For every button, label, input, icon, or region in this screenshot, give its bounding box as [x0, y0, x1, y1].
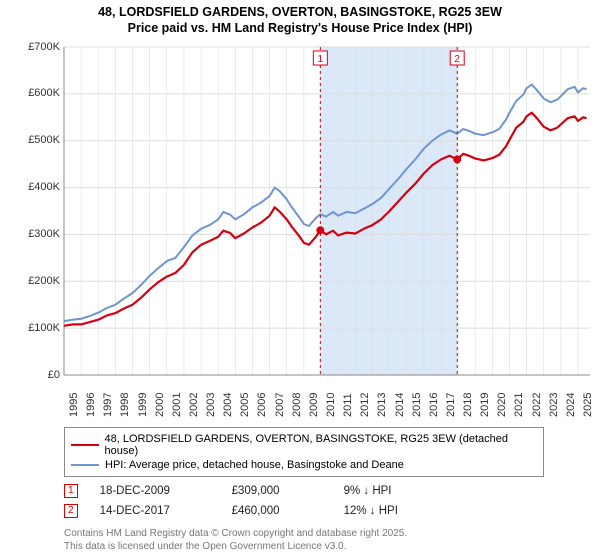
x-tick-label: 2002	[188, 392, 200, 416]
footnote: Contains HM Land Registry data © Crown c…	[64, 527, 594, 553]
legend-label: 48, LORDSFIELD GARDENS, OVERTON, BASINGS…	[105, 433, 537, 457]
y-tick-label: £600K	[28, 87, 60, 99]
x-tick-label: 2019	[479, 392, 491, 416]
x-tick-label: 1996	[85, 392, 97, 416]
y-tick-label: £500K	[28, 134, 60, 146]
y-tick-label: £200K	[28, 275, 60, 287]
x-tick-label: 2023	[548, 392, 560, 416]
footnote-line-2: This data is licensed under the Open Gov…	[64, 540, 594, 553]
legend-item: HPI: Average price, detached house, Basi…	[71, 458, 537, 472]
sale-hpi-delta: 9% ↓ HPI	[344, 485, 454, 497]
legend-swatch	[71, 444, 99, 446]
x-tick-label: 1995	[68, 392, 80, 416]
x-tick-label: 2017	[445, 392, 457, 416]
price-chart: 1 2 £0 £100K £200K £300K £400K £500K £600K £700K 1…	[6, 41, 594, 421]
x-tick-label: 2008	[291, 392, 303, 416]
sale-row: 2 14-DEC-2017 £460,000 12% ↓ HPI	[64, 501, 594, 521]
sale-hpi-delta: 12% ↓ HPI	[344, 505, 454, 517]
x-tick-label: 2009	[308, 392, 320, 416]
x-tick-label: 2005	[239, 392, 251, 416]
y-tick-label: £300K	[28, 228, 60, 240]
x-tick-label: 2022	[531, 392, 543, 416]
sale-price: £460,000	[232, 505, 322, 517]
x-tick-label: 2001	[171, 392, 183, 416]
x-tick-label: 2011	[342, 393, 354, 417]
x-tick-label: 1999	[137, 392, 149, 416]
x-tick-label: 2025	[582, 392, 594, 416]
legend-swatch	[71, 464, 99, 466]
sale-marker-badge: 1	[64, 484, 78, 498]
x-tick-label: 2018	[462, 392, 474, 416]
x-tick-label: 2000	[154, 392, 166, 416]
y-tick-label: £400K	[28, 181, 60, 193]
footnote-line-1: Contains HM Land Registry data © Crown c…	[64, 527, 594, 540]
x-tick-label: 2003	[205, 392, 217, 416]
x-tick-label: 2020	[496, 392, 508, 416]
svg-text:1: 1	[318, 54, 324, 65]
svg-text:2: 2	[454, 54, 460, 65]
sale-date: 18-DEC-2009	[100, 485, 210, 497]
sale-marker-badge: 2	[64, 504, 78, 518]
chart-title: 48, LORDSFIELD GARDENS, OVERTON, BASINGS…	[6, 4, 594, 37]
x-tick-label: 2016	[428, 392, 440, 416]
x-tick-label: 1997	[102, 392, 114, 416]
x-tick-label: 2004	[222, 392, 234, 416]
y-tick-label: £0	[48, 369, 60, 381]
sale-date: 14-DEC-2017	[100, 505, 210, 517]
title-line-1: 48, LORDSFIELD GARDENS, OVERTON, BASINGS…	[6, 4, 594, 20]
legend-box: 48, LORDSFIELD GARDENS, OVERTON, BASINGS…	[64, 427, 544, 477]
title-line-2: Price paid vs. HM Land Registry's House …	[6, 20, 594, 36]
x-tick-label: 2024	[565, 392, 577, 416]
x-tick-label: 2013	[376, 392, 388, 416]
x-tick-label: 2006	[256, 392, 268, 416]
y-tick-label: £700K	[28, 41, 60, 53]
y-tick-label: £100K	[28, 322, 60, 334]
x-tick-label: 2014	[394, 392, 406, 416]
x-tick-label: 2007	[274, 392, 286, 416]
legend-label: HPI: Average price, detached house, Basi…	[105, 459, 404, 471]
sales-table: 1 18-DEC-2009 £309,000 9% ↓ HPI 2 14-DEC-2017…	[64, 481, 594, 521]
sale-price: £309,000	[232, 485, 322, 497]
legend-item: 48, LORDSFIELD GARDENS, OVERTON, BASINGS…	[71, 432, 537, 458]
x-tick-label: 2012	[359, 392, 371, 416]
x-tick-label: 2021	[513, 392, 525, 416]
x-tick-label: 1998	[119, 392, 131, 416]
x-tick-label: 2010	[325, 392, 337, 416]
x-tick-label: 2015	[411, 392, 423, 416]
sale-row: 1 18-DEC-2009 £309,000 9% ↓ HPI	[64, 481, 594, 501]
